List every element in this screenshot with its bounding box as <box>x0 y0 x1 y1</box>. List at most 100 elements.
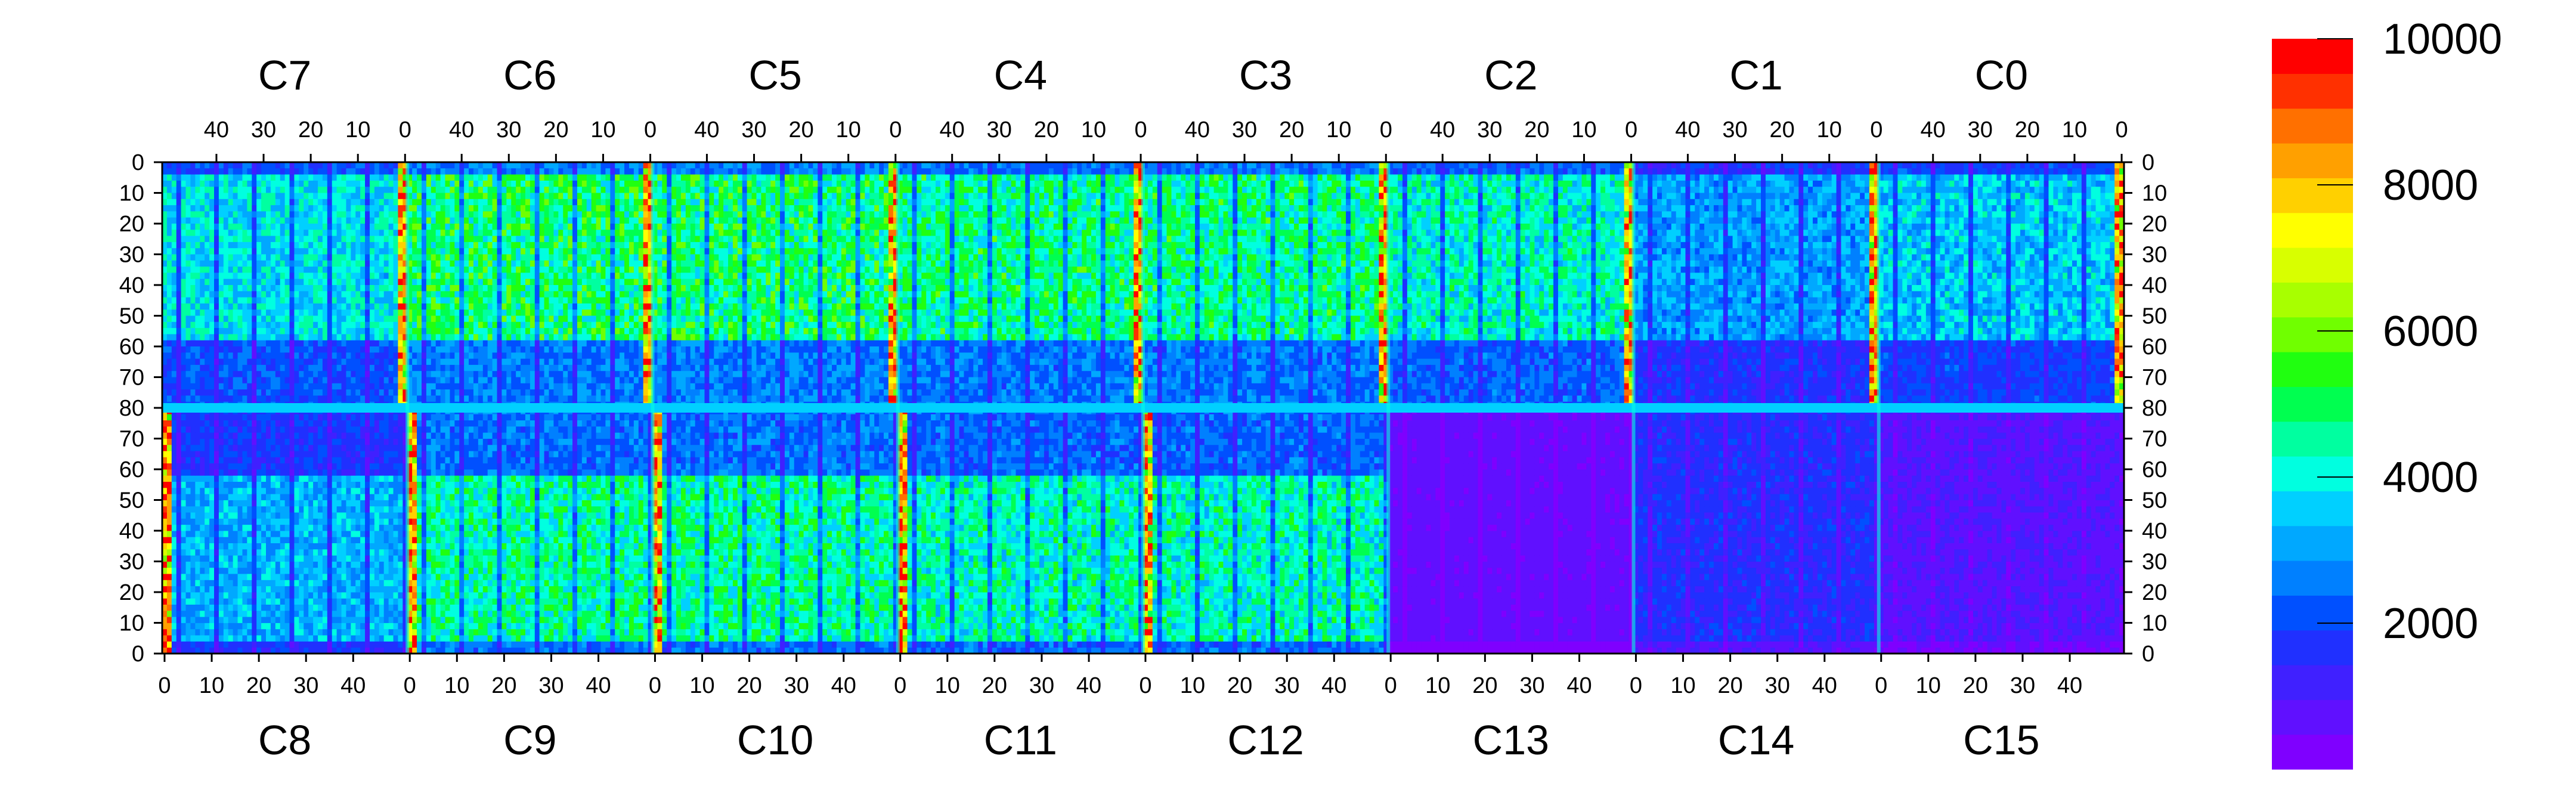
heatmap-cell <box>568 395 572 402</box>
heatmap-cell <box>290 352 295 359</box>
heatmap-cell <box>629 230 634 236</box>
heatmap-cell <box>186 359 191 366</box>
heatmap-cell <box>874 211 879 218</box>
heatmap-cell <box>445 352 450 359</box>
heatmap-cell <box>412 211 417 218</box>
heatmap-cell <box>323 273 327 279</box>
heatmap-cell <box>384 304 389 310</box>
heatmap-cell <box>752 218 757 224</box>
heatmap-cell <box>860 187 865 193</box>
heatmap-cell <box>323 211 327 218</box>
heatmap-cell <box>572 352 577 359</box>
heatmap-cell <box>379 242 384 249</box>
heatmap-cell <box>610 383 615 390</box>
heatmap-cell <box>535 168 540 175</box>
heatmap-cell <box>634 334 639 340</box>
heatmap-cell <box>228 371 233 377</box>
heatmap-cell <box>379 304 384 310</box>
heatmap-cell <box>224 211 228 218</box>
heatmap-cell <box>256 218 261 224</box>
heatmap-cell <box>256 168 261 175</box>
heatmap-cell <box>596 389 601 396</box>
heatmap-cell <box>592 346 596 353</box>
heatmap-cell <box>177 162 181 169</box>
heatmap-cell <box>219 181 224 187</box>
heatmap-cell <box>511 365 516 371</box>
heatmap-cell <box>454 365 459 371</box>
heatmap-cell <box>549 218 554 224</box>
heatmap-cell <box>473 359 478 366</box>
heatmap-cell <box>639 285 643 292</box>
heatmap-cell <box>516 328 521 335</box>
heatmap-cell <box>365 298 370 304</box>
heatmap-cell <box>478 371 483 377</box>
heatmap-cell <box>587 365 592 371</box>
heatmap-cell <box>285 248 290 255</box>
heatmap-cell <box>827 181 832 187</box>
heatmap-cell <box>313 371 318 377</box>
heatmap-cell <box>620 255 624 261</box>
heatmap-cell <box>459 261 464 267</box>
heatmap-cell <box>190 395 195 402</box>
heatmap-cell <box>577 304 582 310</box>
heatmap-cell <box>459 285 464 292</box>
heatmap-cell <box>299 328 304 335</box>
heatmap-cell <box>761 181 766 187</box>
heatmap-cell <box>483 211 488 218</box>
heatmap-cell <box>525 334 530 340</box>
heatmap-cell <box>285 365 290 371</box>
heatmap-cell <box>587 298 592 304</box>
heatmap-cell <box>238 334 243 340</box>
heatmap-cell <box>290 389 295 396</box>
heatmap-cell <box>266 162 271 169</box>
heatmap-cell <box>238 298 243 304</box>
heatmap-cell <box>318 291 323 298</box>
heatmap-cell <box>299 175 304 181</box>
heatmap-cell <box>181 371 186 377</box>
heatmap-cell <box>261 175 266 181</box>
heatmap-cell <box>233 248 238 255</box>
heatmap-cell <box>488 377 493 384</box>
heatmap-cell <box>568 267 572 273</box>
heatmap-cell <box>568 242 572 249</box>
heatmap-cell <box>308 352 313 359</box>
heatmap-cell <box>275 334 280 340</box>
heatmap-cell <box>351 273 355 279</box>
heatmap-cell <box>488 230 493 236</box>
heatmap-cell <box>756 168 761 175</box>
heatmap-cell <box>610 211 615 218</box>
heatmap-cell <box>869 175 874 181</box>
heatmap-cell <box>290 316 295 323</box>
heatmap-cell <box>346 328 351 335</box>
heatmap-cell <box>337 224 342 230</box>
heatmap-cell <box>280 395 285 402</box>
heatmap-cell <box>884 205 888 212</box>
heatmap-cell <box>186 175 191 181</box>
heatmap-cell <box>167 187 172 193</box>
heatmap-cell <box>615 298 620 304</box>
heatmap-cell <box>233 230 238 236</box>
heatmap-cell <box>417 377 422 384</box>
heatmap-cell <box>389 242 394 249</box>
heatmap-cell <box>540 211 544 218</box>
heatmap-cell <box>478 285 483 292</box>
heatmap-cell <box>342 162 346 169</box>
heatmap-cell <box>808 162 813 169</box>
heatmap-cell <box>516 346 521 353</box>
heatmap-cell <box>587 181 592 187</box>
heatmap-cell <box>422 199 426 206</box>
heatmap-cell <box>582 162 587 169</box>
heatmap-cell <box>582 181 587 187</box>
heatmap-cell <box>587 346 592 353</box>
heatmap-cell <box>483 322 488 329</box>
heatmap-cell <box>313 389 318 396</box>
heatmap-cell <box>214 334 219 340</box>
heatmap-cell <box>177 309 181 316</box>
heatmap-cell <box>313 224 318 230</box>
heatmap-cell <box>478 298 483 304</box>
heatmap-cell <box>610 298 615 304</box>
heatmap-cell <box>587 224 592 230</box>
heatmap-cell <box>450 383 454 390</box>
heatmap-cell <box>327 255 332 261</box>
heatmap-cell <box>313 162 318 169</box>
